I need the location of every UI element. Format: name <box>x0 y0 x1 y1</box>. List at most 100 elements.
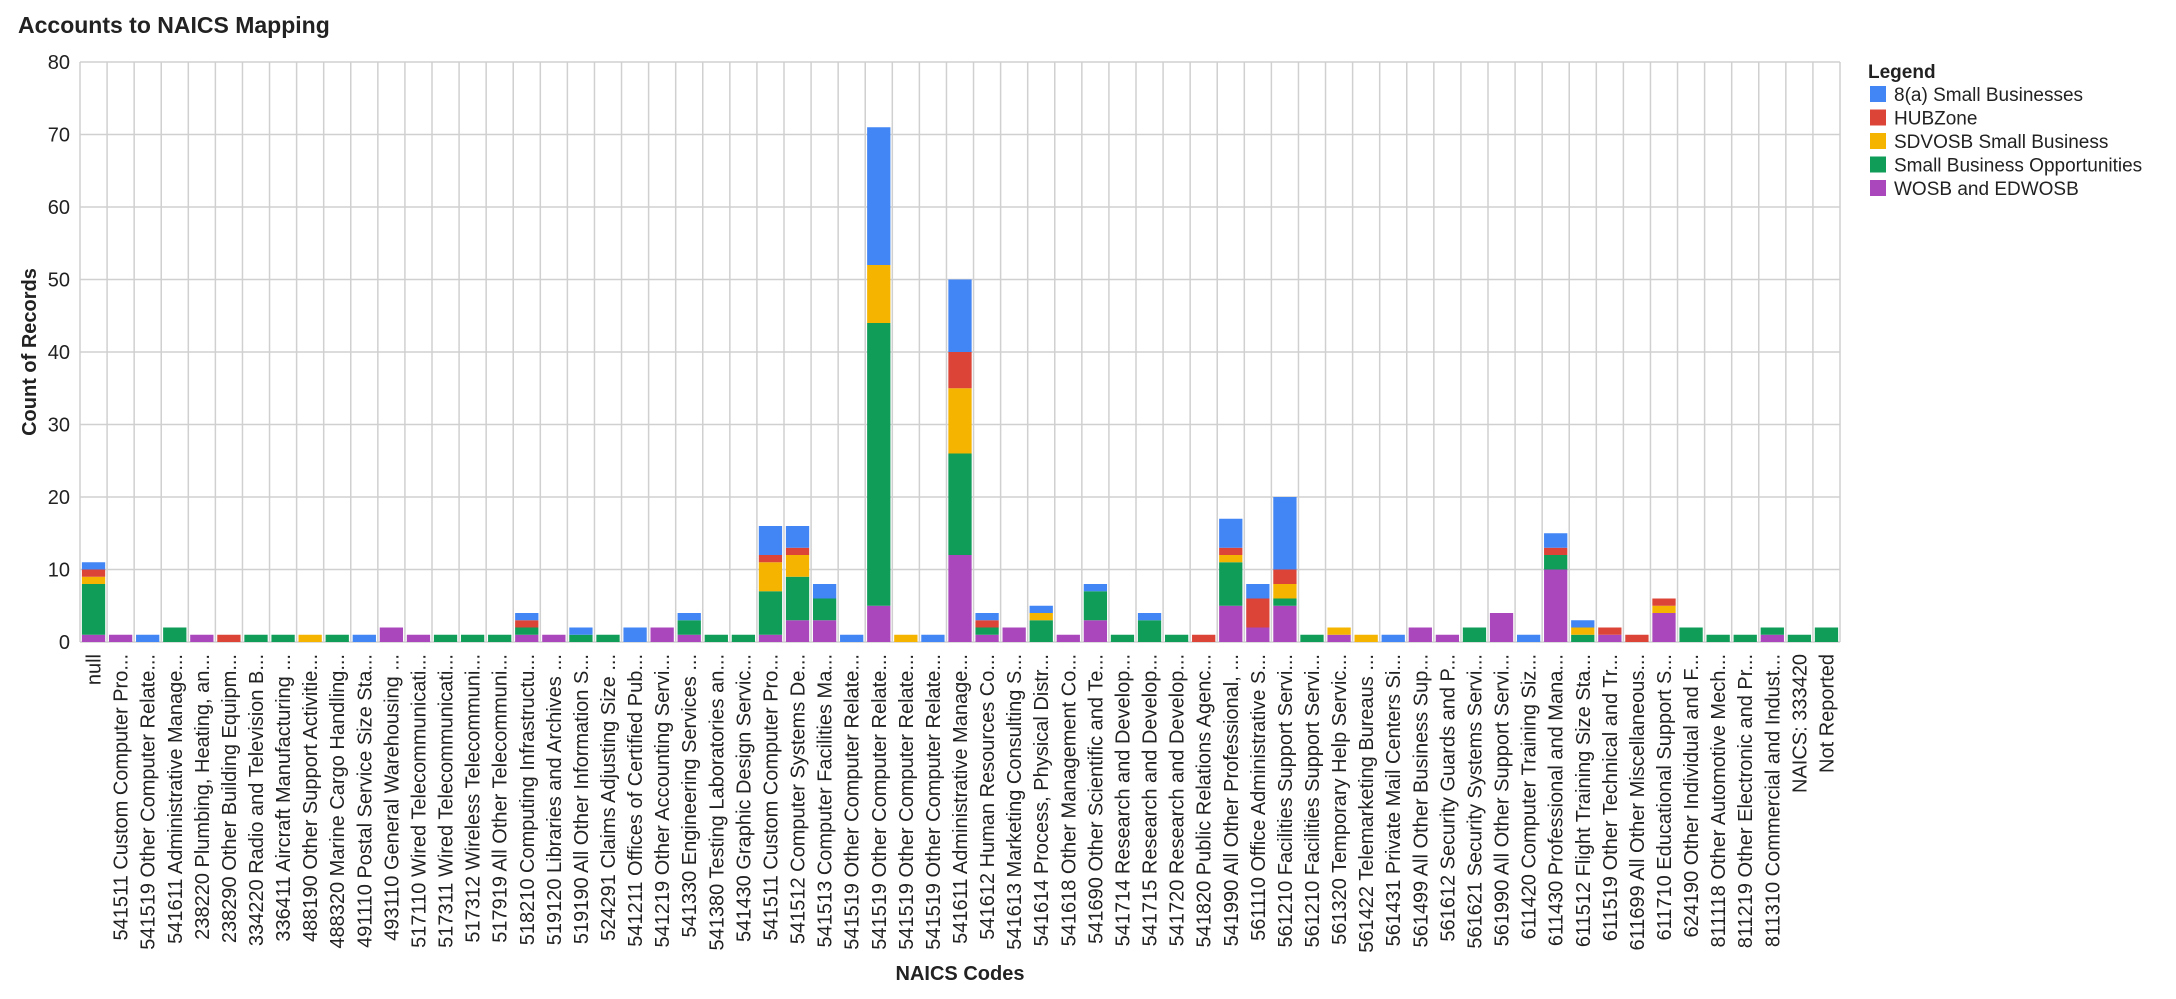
bar-segment[interactable] <box>1652 605 1676 613</box>
bar-segment[interactable] <box>623 627 647 643</box>
bar-segment[interactable] <box>1029 605 1053 613</box>
bar-segment[interactable] <box>1273 569 1297 585</box>
bar-segment[interactable] <box>1273 584 1297 599</box>
bar-segment[interactable] <box>1002 627 1026 643</box>
bar-segment[interactable] <box>1625 634 1649 642</box>
bar-segment[interactable] <box>1544 569 1568 643</box>
bar-segment[interactable] <box>758 591 783 635</box>
bar-segment[interactable] <box>569 634 593 642</box>
bar-segment[interactable] <box>758 634 783 642</box>
bar-segment[interactable] <box>1571 634 1595 642</box>
bar-segment[interactable] <box>406 634 431 642</box>
bar-segment[interactable] <box>785 620 810 642</box>
bar-segment[interactable] <box>81 562 106 570</box>
bar-segment[interactable] <box>1598 634 1622 642</box>
bar-segment[interactable] <box>515 620 539 628</box>
bar-segment[interactable] <box>460 634 485 642</box>
bar-segment[interactable] <box>1787 634 1812 642</box>
bar-segment[interactable] <box>1760 627 1784 635</box>
bar-segment[interactable] <box>867 127 891 265</box>
bar-segment[interactable] <box>921 634 945 642</box>
bar-segment[interactable] <box>1219 518 1243 548</box>
bar-segment[interactable] <box>948 555 972 642</box>
bar-segment[interactable] <box>1516 634 1541 642</box>
bar-segment[interactable] <box>1354 634 1378 642</box>
bar-segment[interactable] <box>488 634 512 642</box>
bar-segment[interactable] <box>1571 627 1595 635</box>
bar-segment[interactable] <box>217 634 241 642</box>
bar-segment[interactable] <box>325 634 349 642</box>
bar-segment[interactable] <box>1571 620 1595 628</box>
bar-segment[interactable] <box>1246 584 1270 599</box>
bar-segment[interactable] <box>894 634 918 642</box>
bar-segment[interactable] <box>1246 627 1270 643</box>
bar-segment[interactable] <box>515 627 539 635</box>
bar-segment[interactable] <box>81 634 106 642</box>
bar-segment[interactable] <box>596 634 620 642</box>
bar-segment[interactable] <box>1435 634 1460 642</box>
bar-segment[interactable] <box>677 613 701 621</box>
bar-segment[interactable] <box>352 634 376 642</box>
bar-segment[interactable] <box>1219 562 1243 606</box>
bar-segment[interactable] <box>1814 627 1839 643</box>
bar-segment[interactable] <box>81 576 106 584</box>
bar-segment[interactable] <box>1544 555 1568 570</box>
bar-segment[interactable] <box>677 620 701 635</box>
bar-segment[interactable] <box>650 627 674 643</box>
bar-segment[interactable] <box>298 634 322 642</box>
bar-segment[interactable] <box>1137 620 1162 642</box>
bar-segment[interactable] <box>1219 605 1243 642</box>
bar-segment[interactable] <box>244 634 268 642</box>
bar-segment[interactable] <box>1733 634 1757 642</box>
bar-segment[interactable] <box>1273 497 1297 570</box>
bar-segment[interactable] <box>948 279 972 353</box>
bar-segment[interactable] <box>975 613 999 621</box>
bar-segment[interactable] <box>948 352 972 389</box>
bar-segment[interactable] <box>785 547 810 555</box>
bar-segment[interactable] <box>1219 555 1243 563</box>
bar-segment[interactable] <box>1273 598 1297 606</box>
bar-segment[interactable] <box>1110 634 1135 642</box>
bar-segment[interactable] <box>975 627 999 635</box>
bar-segment[interactable] <box>542 634 566 642</box>
bar-segment[interactable] <box>271 634 295 642</box>
bar-segment[interactable] <box>1706 634 1730 642</box>
bar-segment[interactable] <box>758 555 783 563</box>
bar-segment[interactable] <box>867 265 891 323</box>
bar-segment[interactable] <box>1219 547 1243 555</box>
bar-segment[interactable] <box>1408 627 1432 643</box>
bar-segment[interactable] <box>1246 598 1270 628</box>
bar-segment[interactable] <box>1679 627 1703 643</box>
bar-segment[interactable] <box>1083 620 1108 642</box>
bar-segment[interactable] <box>1462 627 1487 643</box>
bar-segment[interactable] <box>569 627 593 635</box>
bar-segment[interactable] <box>812 584 837 599</box>
bar-segment[interactable] <box>1381 634 1405 642</box>
bar-segment[interactable] <box>758 562 783 592</box>
bar-segment[interactable] <box>1137 613 1162 621</box>
bar-segment[interactable] <box>163 627 187 643</box>
bar-segment[interactable] <box>81 584 106 635</box>
bar-segment[interactable] <box>975 634 999 642</box>
bar-segment[interactable] <box>948 388 972 454</box>
bar-segment[interactable] <box>840 634 864 642</box>
bar-segment[interactable] <box>812 620 837 642</box>
bar-segment[interactable] <box>1273 605 1297 642</box>
bar-segment[interactable] <box>108 634 133 642</box>
bar-segment[interactable] <box>1083 591 1108 621</box>
bar-segment[interactable] <box>1164 634 1189 642</box>
bar-segment[interactable] <box>515 613 539 621</box>
bar-segment[interactable] <box>704 634 728 642</box>
bar-segment[interactable] <box>785 526 810 548</box>
bar-segment[interactable] <box>1192 634 1216 642</box>
bar-segment[interactable] <box>1083 584 1108 592</box>
bar-segment[interactable] <box>948 453 972 556</box>
bar-segment[interactable] <box>785 576 810 621</box>
bar-segment[interactable] <box>758 526 783 555</box>
bar-segment[interactable] <box>975 620 999 628</box>
bar-segment[interactable] <box>379 627 404 643</box>
bar-segment[interactable] <box>1056 634 1080 642</box>
bar-segment[interactable] <box>433 634 458 642</box>
bar-segment[interactable] <box>1760 634 1784 642</box>
bar-segment[interactable] <box>1029 613 1053 621</box>
